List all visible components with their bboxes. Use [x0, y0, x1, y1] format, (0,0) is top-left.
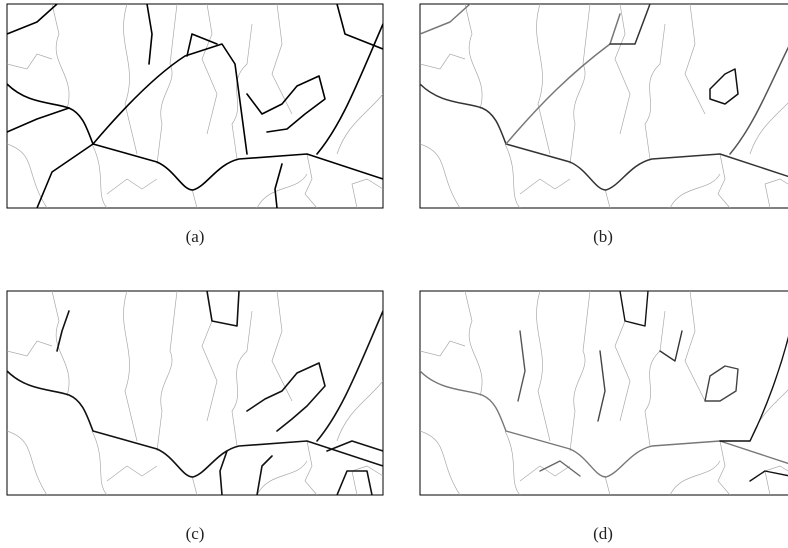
panel-label: (b) [593, 227, 613, 246]
panel-d: (d) [420, 291, 788, 543]
figure: (a) (b) [0, 0, 788, 548]
panel-label: (c) [186, 524, 205, 543]
panel-label: (a) [186, 227, 205, 246]
panel-a: (a) [7, 4, 383, 246]
panel-c: (c) [7, 291, 383, 543]
panel-b: (b) [420, 4, 788, 246]
panel-label: (d) [593, 524, 613, 543]
